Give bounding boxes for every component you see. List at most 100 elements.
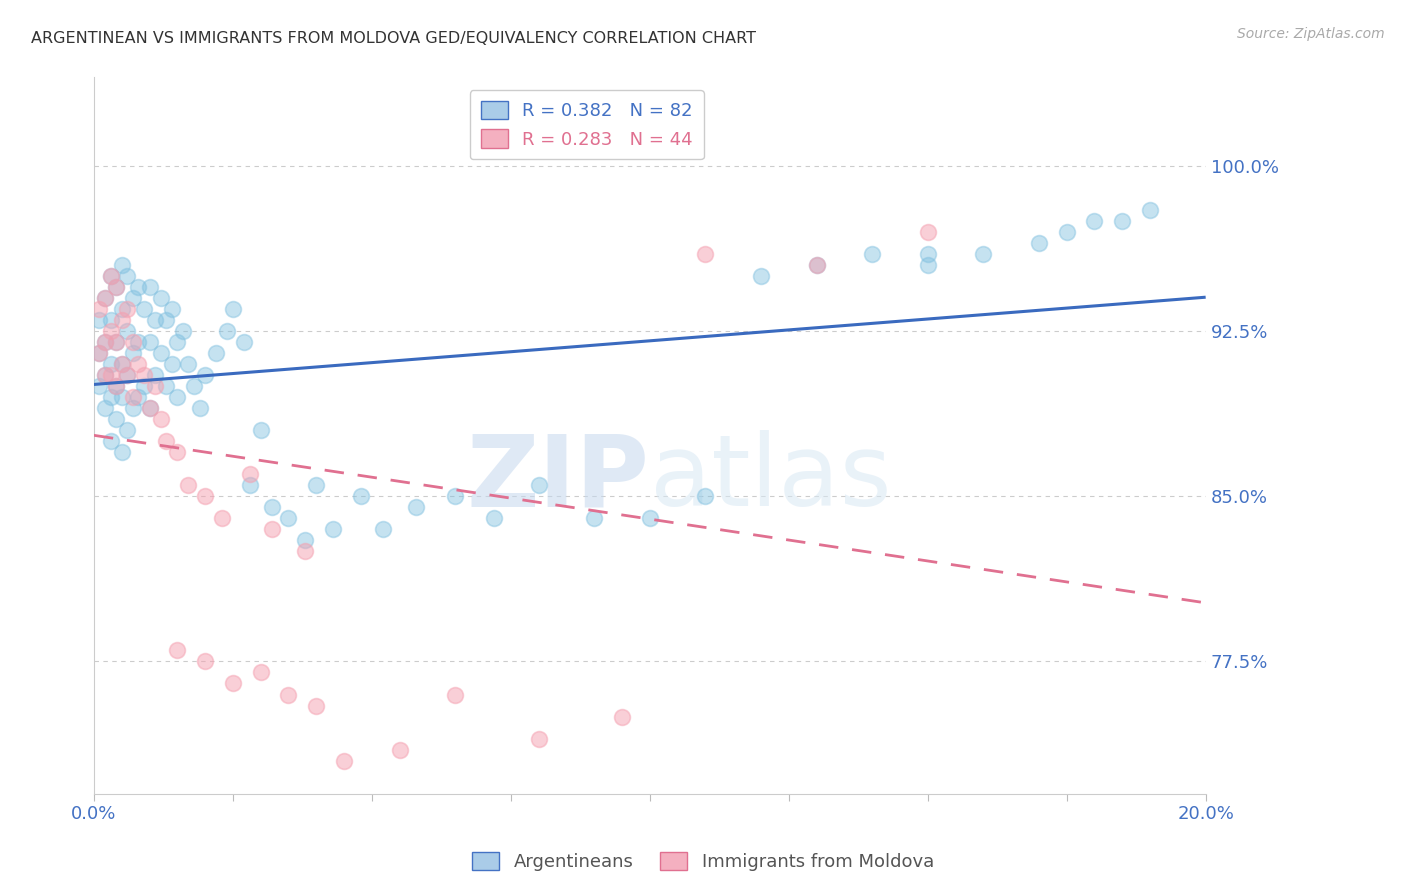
- Point: [105, 334, 128, 349]
- Point: [127, 334, 149, 349]
- Point: [132, 301, 155, 316]
- Point: [100, 390, 122, 404]
- Point: [117, 368, 139, 382]
- Point: [100, 268, 122, 283]
- Point: [111, 313, 134, 327]
- Point: [333, 754, 356, 768]
- Point: [166, 334, 188, 349]
- Point: [972, 246, 994, 260]
- Point: [239, 467, 262, 482]
- Point: [94, 291, 117, 305]
- Text: atlas: atlas: [650, 430, 891, 527]
- Point: [105, 280, 128, 294]
- Point: [1028, 235, 1050, 250]
- Point: [111, 258, 134, 272]
- Point: [166, 390, 188, 404]
- Point: [860, 246, 883, 260]
- Point: [277, 511, 299, 525]
- Point: [211, 511, 233, 525]
- Point: [132, 379, 155, 393]
- Point: [117, 423, 139, 437]
- Point: [100, 268, 122, 283]
- Point: [239, 478, 262, 492]
- Point: [233, 334, 256, 349]
- Point: [94, 368, 117, 382]
- Point: [527, 478, 550, 492]
- Point: [143, 379, 166, 393]
- Point: [117, 324, 139, 338]
- Point: [117, 268, 139, 283]
- Point: [194, 368, 217, 382]
- Point: [166, 445, 188, 459]
- Point: [482, 511, 505, 525]
- Point: [155, 313, 177, 327]
- Point: [94, 368, 117, 382]
- Text: ARGENTINEAN VS IMMIGRANTS FROM MOLDOVA GED/EQUIVALENCY CORRELATION CHART: ARGENTINEAN VS IMMIGRANTS FROM MOLDOVA G…: [31, 31, 756, 46]
- Point: [388, 742, 411, 756]
- Point: [177, 357, 200, 371]
- Point: [117, 368, 139, 382]
- Point: [1083, 213, 1105, 227]
- Point: [100, 357, 122, 371]
- Text: Source: ZipAtlas.com: Source: ZipAtlas.com: [1237, 27, 1385, 41]
- Point: [121, 390, 143, 404]
- Point: [94, 334, 117, 349]
- Point: [105, 412, 128, 426]
- Point: [322, 522, 344, 536]
- Point: [405, 500, 427, 515]
- Point: [143, 313, 166, 327]
- Point: [100, 313, 122, 327]
- Point: [155, 434, 177, 448]
- Point: [89, 346, 111, 360]
- Point: [89, 346, 111, 360]
- Point: [527, 731, 550, 746]
- Point: [121, 291, 143, 305]
- Point: [177, 478, 200, 492]
- Point: [183, 379, 205, 393]
- Point: [138, 401, 160, 415]
- Point: [294, 533, 316, 548]
- Point: [1111, 213, 1133, 227]
- Point: [121, 401, 143, 415]
- Point: [94, 401, 117, 415]
- Point: [222, 676, 245, 690]
- Point: [100, 324, 122, 338]
- Point: [94, 334, 117, 349]
- Legend: Argentineans, Immigrants from Moldova: Argentineans, Immigrants from Moldova: [464, 845, 942, 879]
- Point: [806, 258, 828, 272]
- Point: [105, 334, 128, 349]
- Point: [111, 301, 134, 316]
- Point: [117, 301, 139, 316]
- Point: [260, 522, 283, 536]
- Point: [89, 313, 111, 327]
- Point: [188, 401, 211, 415]
- Point: [277, 688, 299, 702]
- Legend: R = 0.382   N = 82, R = 0.283   N = 44: R = 0.382 N = 82, R = 0.283 N = 44: [470, 90, 703, 160]
- Point: [127, 390, 149, 404]
- Point: [111, 390, 134, 404]
- Point: [749, 268, 772, 283]
- Point: [155, 379, 177, 393]
- Point: [100, 434, 122, 448]
- Point: [160, 357, 183, 371]
- Point: [111, 357, 134, 371]
- Point: [222, 301, 245, 316]
- Point: [917, 225, 939, 239]
- Point: [305, 478, 328, 492]
- Point: [149, 291, 172, 305]
- Point: [127, 357, 149, 371]
- Point: [444, 489, 467, 503]
- Point: [138, 401, 160, 415]
- Point: [695, 489, 717, 503]
- Point: [105, 280, 128, 294]
- Point: [695, 246, 717, 260]
- Point: [121, 334, 143, 349]
- Point: [194, 489, 217, 503]
- Point: [160, 301, 183, 316]
- Point: [350, 489, 373, 503]
- Point: [583, 511, 606, 525]
- Point: [249, 423, 271, 437]
- Point: [149, 412, 172, 426]
- Point: [89, 379, 111, 393]
- Point: [1056, 225, 1078, 239]
